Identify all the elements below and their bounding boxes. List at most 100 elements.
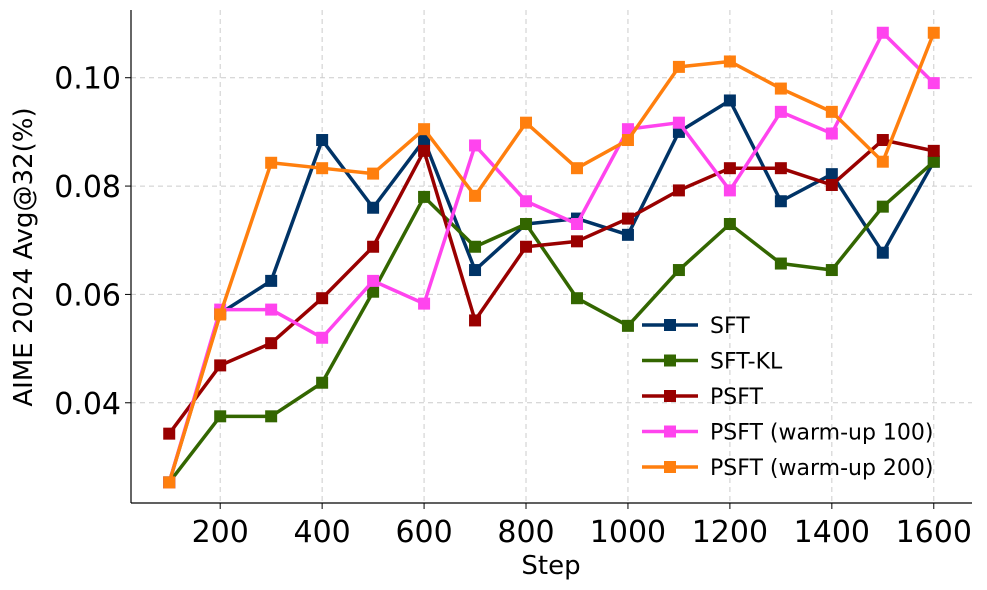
data-point (723, 94, 736, 107)
legend-marker (664, 319, 676, 331)
series-line (167, 138, 935, 435)
series-group (163, 134, 940, 440)
data-point (367, 167, 380, 180)
series-line (167, 32, 936, 483)
data-point (774, 82, 787, 95)
data-point (774, 162, 787, 175)
data-point (672, 125, 685, 138)
data-point (927, 77, 940, 90)
data-point (876, 200, 889, 213)
data-point (265, 337, 278, 350)
series-group (163, 26, 940, 489)
data-point (723, 162, 736, 175)
data-point (469, 139, 482, 152)
data-point (825, 178, 838, 191)
data-point (418, 134, 431, 147)
data-point (418, 190, 431, 203)
data-point (876, 26, 889, 39)
data-point (418, 297, 431, 310)
data-point (316, 292, 329, 305)
legend-item: PSFT (warm-up 200) (642, 456, 934, 481)
legend-marker (664, 461, 676, 473)
data-point (570, 217, 583, 230)
grid (131, 10, 972, 503)
data-point (418, 123, 431, 136)
data-point (723, 55, 736, 68)
y-tick-label: 0.08 (54, 170, 121, 205)
legend-item: SFT (642, 314, 750, 339)
data-point (672, 60, 685, 73)
data-point (418, 144, 431, 157)
data-point (367, 201, 380, 214)
data-point (265, 156, 278, 169)
x-tick-label: 800 (497, 515, 554, 550)
data-point (520, 217, 533, 230)
series (163, 26, 940, 489)
data-point (316, 331, 329, 344)
legend-item: PSFT (warm-up 100) (642, 421, 934, 446)
y-axis-label: AIME 2024 Avg@32(%) (9, 107, 39, 406)
x-tick-label: 1600 (896, 515, 972, 550)
data-point (265, 274, 278, 287)
data-point (265, 410, 278, 423)
legend-marker (664, 354, 676, 367)
y-tick-label: 0.10 (54, 62, 121, 97)
data-point (570, 162, 583, 175)
series-line (167, 160, 935, 484)
data-point (672, 184, 685, 197)
y-tick-label: 0.04 (54, 387, 121, 422)
x-tick-label: 1400 (794, 515, 870, 550)
data-point (621, 319, 634, 332)
x-tick-label: 1000 (590, 515, 666, 550)
legend-marker (664, 425, 676, 438)
data-point (367, 274, 380, 287)
data-point (621, 123, 634, 136)
data-point (621, 212, 634, 225)
legend-label: SFT-KL (710, 350, 783, 375)
data-point (163, 476, 176, 489)
x-tick-label: 1200 (692, 515, 768, 550)
data-point (367, 285, 380, 298)
legend-label: SFT (710, 314, 750, 339)
legend: SFT SFT-KL PSFT PSFT (warm-up 100) PSFT (war… (642, 314, 934, 481)
data-point (520, 240, 533, 253)
x-axis-label: Step (521, 551, 580, 581)
data-point (570, 235, 583, 248)
y-tick-label: 0.06 (54, 278, 121, 313)
legend-label: PSFT (710, 385, 763, 410)
data-point (214, 308, 227, 321)
legend-item: SFT-KL (642, 350, 783, 375)
data-point (316, 134, 329, 147)
x-tick-label: 600 (395, 515, 452, 550)
data-point (316, 376, 329, 389)
ticks: 200 400 600 800 1000 1200 1400 1600 0.04 0.06 0.08… (54, 62, 972, 550)
legend-label: PSFT (warm-up 200) (710, 456, 934, 481)
data-point (927, 26, 940, 39)
data-point (672, 264, 685, 277)
data-point (774, 105, 787, 118)
data-point (825, 168, 838, 181)
data-point (876, 134, 889, 147)
data-point (570, 292, 583, 305)
data-point (163, 427, 176, 440)
data-point (469, 264, 482, 277)
data-point (723, 217, 736, 230)
data-point (825, 127, 838, 140)
data-point (520, 116, 533, 129)
x-tick-label: 200 (192, 515, 249, 550)
data-point (469, 240, 482, 253)
x-tick-label: 400 (294, 515, 351, 550)
data-point (876, 155, 889, 168)
series-line (167, 98, 936, 483)
data-point (265, 303, 278, 316)
data-point (469, 314, 482, 327)
data-point (774, 257, 787, 270)
series-line (167, 31, 936, 483)
legend-item: PSFT (642, 385, 763, 410)
data-point (621, 228, 634, 241)
data-point (520, 195, 533, 208)
data-point (825, 105, 838, 118)
data-point (214, 359, 227, 372)
data-point (774, 195, 787, 208)
